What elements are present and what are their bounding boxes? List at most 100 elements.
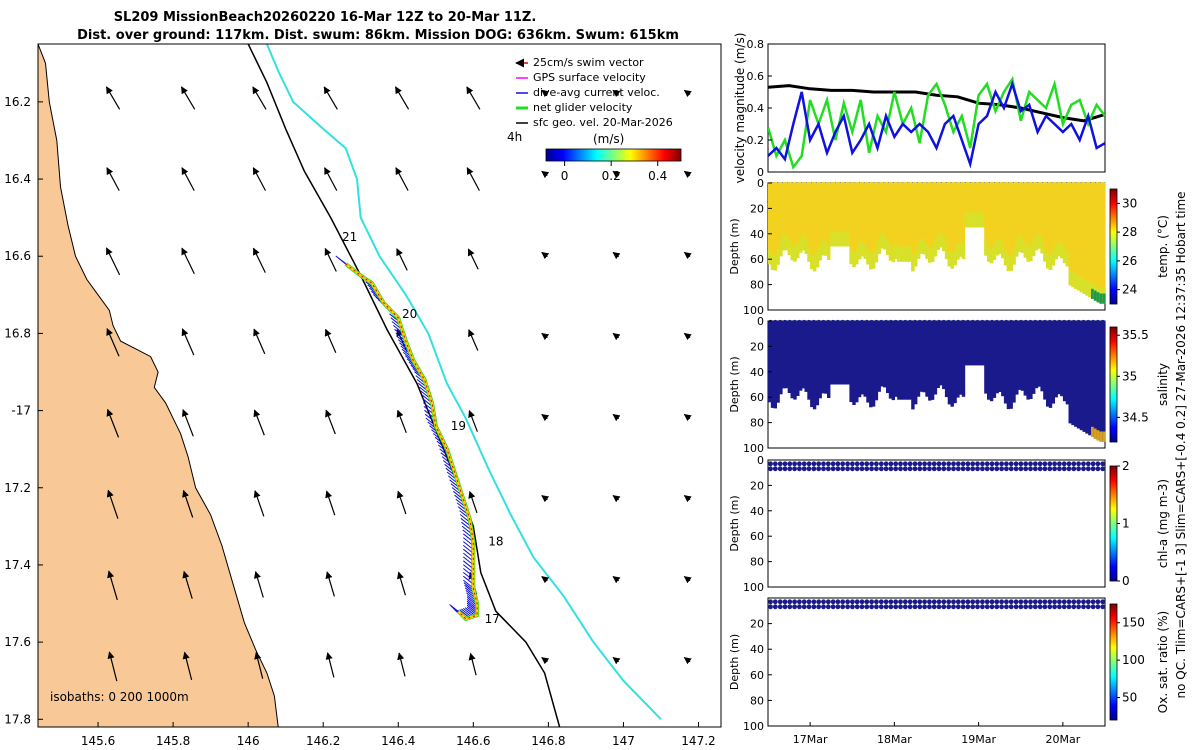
surface-sample xyxy=(864,461,870,467)
section-ytick-label: 80 xyxy=(750,694,764,707)
surface-sample xyxy=(777,604,783,610)
section-column-deep xyxy=(1071,271,1075,288)
section-column xyxy=(1026,183,1030,262)
section-colorbar-tick-label: 34.5 xyxy=(1122,410,1149,424)
section-column xyxy=(790,183,794,261)
surface-sample xyxy=(782,604,788,610)
surface-sample xyxy=(782,181,788,187)
section-column-deep xyxy=(1088,282,1092,298)
surface-sample xyxy=(830,319,836,325)
surface-sample xyxy=(1081,466,1086,472)
section-column xyxy=(787,183,792,255)
section-column xyxy=(950,183,954,269)
surface-sample xyxy=(801,599,807,605)
geo-arrow xyxy=(105,86,121,110)
surface-sample xyxy=(840,461,846,467)
section-colorbar-tick-label: 30 xyxy=(1122,196,1137,210)
section-column-deep xyxy=(933,241,938,257)
section-xtick-label: 17Mar xyxy=(793,733,828,746)
section-column-deep xyxy=(886,239,890,255)
section-column-deep xyxy=(1012,249,1016,265)
surface-sample xyxy=(898,461,903,467)
section-column xyxy=(829,321,834,385)
surface-sample xyxy=(1042,181,1048,187)
geo-arrow xyxy=(180,86,196,110)
section-column xyxy=(984,321,988,394)
section-column-deep xyxy=(911,256,915,272)
section-column xyxy=(914,321,918,405)
section-colorbar-label: Ox. sat. ratio (%) xyxy=(1156,611,1170,713)
geo-arrow xyxy=(182,651,193,681)
section-column-deep xyxy=(970,212,974,228)
surface-sample xyxy=(1023,604,1029,610)
surface-sample xyxy=(1004,461,1009,467)
surface-sample xyxy=(970,599,976,605)
surface-sample xyxy=(864,466,870,472)
surface-sample xyxy=(1004,466,1009,472)
section-column xyxy=(989,183,994,264)
surface-sample xyxy=(806,466,812,472)
section-column-deep xyxy=(1032,240,1036,256)
geo-arrow xyxy=(466,167,480,191)
surface-sample xyxy=(1008,461,1014,467)
surface-sample xyxy=(1023,181,1029,187)
section-column xyxy=(891,321,895,401)
legend-4h: 4h xyxy=(507,130,522,144)
section-column xyxy=(841,321,845,385)
surface-sample xyxy=(902,604,908,610)
section-column-deep xyxy=(950,253,954,269)
section-column-deep xyxy=(1048,254,1053,270)
surface-sample xyxy=(984,604,990,610)
surface-sample xyxy=(1042,599,1048,605)
surface-sample xyxy=(1047,319,1053,325)
surface-sample xyxy=(898,604,903,610)
surface-sample xyxy=(854,181,860,187)
surface-sample xyxy=(989,319,995,325)
section-column xyxy=(849,321,853,403)
section-column xyxy=(810,321,814,408)
surface-sample xyxy=(864,181,870,187)
surface-sample xyxy=(902,466,908,472)
section-column xyxy=(801,183,806,251)
surface-sample xyxy=(917,599,923,605)
section-column xyxy=(793,183,797,262)
section-column xyxy=(1029,321,1033,399)
surface-sample xyxy=(893,461,899,467)
surface-sample xyxy=(980,461,985,467)
geo-arrow xyxy=(612,251,621,260)
section-column xyxy=(1023,183,1027,258)
geo-arrow xyxy=(683,170,692,179)
section-column xyxy=(989,321,994,402)
section-column-deep xyxy=(1065,251,1070,267)
surface-sample xyxy=(835,319,841,325)
section-colorbar-tick-label: 24 xyxy=(1122,283,1137,297)
section-colorbar-tick-label: 1 xyxy=(1122,517,1130,531)
section-colorbar-tick-label: 28 xyxy=(1122,225,1137,239)
section-column-deep xyxy=(897,246,901,262)
section-column xyxy=(928,183,932,263)
surface-sample xyxy=(984,461,990,467)
geostrophic-arrows xyxy=(105,86,692,682)
section-ytick-label: 40 xyxy=(750,366,764,379)
legend-dive: dive-avg current veloc. xyxy=(533,86,660,99)
section-column-deep xyxy=(936,234,940,250)
section-column-deep xyxy=(855,249,859,265)
surface-sample xyxy=(965,466,971,472)
section-column xyxy=(1060,321,1064,397)
section-column xyxy=(857,321,862,398)
oxygen-section: 20 40 60 80 100 Depth (m) 50 100 150 Ox. sat. rat… xyxy=(728,597,1170,746)
surface-sample xyxy=(845,466,850,472)
section-column xyxy=(939,183,943,248)
section-column-deep xyxy=(880,233,884,249)
geo-arrow xyxy=(252,86,267,110)
surface-sample xyxy=(980,604,985,610)
section-column xyxy=(950,321,954,407)
section-column xyxy=(891,183,895,263)
surface-sample xyxy=(1085,599,1091,605)
surface-sample xyxy=(1071,461,1077,467)
section-column xyxy=(886,183,890,255)
section-column-deep xyxy=(900,246,904,262)
section-column xyxy=(1082,183,1086,294)
surface-sample xyxy=(883,181,889,187)
surface-sample xyxy=(1042,466,1048,472)
